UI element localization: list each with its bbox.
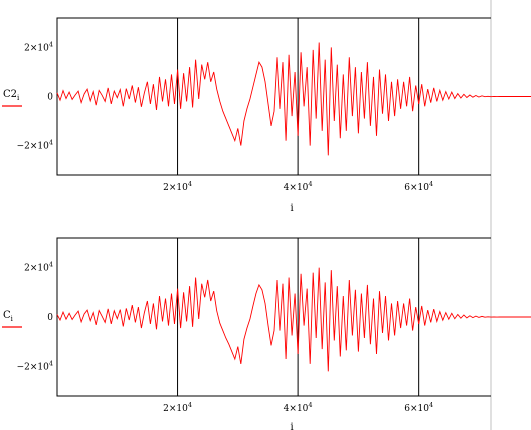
x-tick-label: 4×104 [284, 180, 313, 193]
series-trace [56, 42, 531, 156]
x-tick-label: 6×104 [404, 401, 433, 414]
y-tick-label: −2×104 [17, 139, 53, 152]
plot-c2: 2×104 0 −2×104 2×104 4×104 6×104 i C2i [2, 17, 531, 214]
x-axis-label: i [291, 422, 294, 430]
plot-c: 2×104 0 −2×104 2×104 4×104 6×104 i Ci [2, 237, 531, 430]
x-axis-label: i [291, 203, 294, 214]
y-tick-label: −2×104 [17, 359, 53, 372]
series-trace [56, 267, 531, 372]
series-label: Ci [3, 310, 14, 323]
plot-frame [56, 17, 491, 176]
x-tick-label: 2×104 [163, 401, 192, 414]
x-tick-label: 4×104 [284, 401, 313, 414]
series-label: C2i [3, 89, 20, 102]
plot-frame [56, 237, 491, 397]
y-tick-label: 2×104 [24, 261, 53, 274]
x-tick-label: 6×104 [404, 180, 433, 193]
y-tick-label: 2×104 [24, 40, 53, 53]
x-tick-label: 2×104 [163, 180, 192, 193]
y-tick-label: 0 [47, 93, 53, 103]
y-tick-label: 0 [47, 313, 53, 323]
